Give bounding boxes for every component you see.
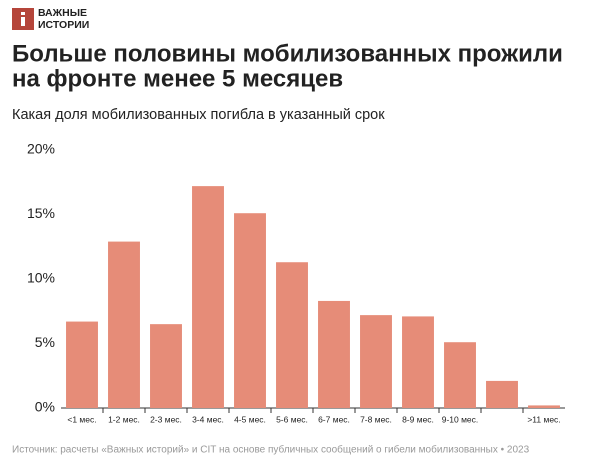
bar	[108, 241, 140, 408]
y-tick-label: 20%	[27, 141, 55, 157]
bar	[66, 321, 98, 408]
x-tick-label: >11 мес.	[527, 414, 560, 424]
brand-line: ВАЖНЫЕ	[38, 7, 87, 19]
source: Источник: расчеты «Важных историй» и CIT…	[12, 444, 530, 456]
x-tick-label: 5-6 мес.	[276, 414, 308, 424]
x-tick-label: 1-2 мес.	[108, 414, 140, 424]
x-tick-label: 8-9 мес.	[402, 414, 434, 424]
bar	[318, 300, 350, 408]
chart-subtitle: Какая доля мобилизованных погибла в указ…	[12, 107, 385, 123]
bar	[360, 315, 392, 408]
logo-icon-dot	[21, 12, 25, 15]
bar	[150, 324, 182, 408]
y-tick-label: 10%	[27, 270, 55, 286]
x-tick-label: 7-8 мес.	[360, 414, 392, 424]
x-tick-label: 6-7 мес.	[318, 414, 350, 424]
logo-icon-stem	[21, 17, 25, 26]
x-tick-label: 9-10 мес.	[442, 414, 479, 424]
chart-title: Больше половины мобилизованных прожили	[12, 40, 563, 67]
brand-line: ИСТОРИИ	[38, 19, 89, 31]
x-tick-label: 2-3 мес.	[150, 414, 182, 424]
bar	[528, 405, 560, 408]
bar	[486, 380, 518, 408]
bar	[192, 186, 224, 408]
y-tick-label: 5%	[35, 334, 55, 350]
x-tick-label: 4-5 мес.	[234, 414, 266, 424]
x-tick-label: <1 мес.	[67, 414, 96, 424]
chart-title: на фронте менее 5 месяцев	[12, 65, 343, 92]
bar	[402, 316, 434, 408]
bar	[234, 213, 266, 408]
y-tick-label: 0%	[35, 399, 55, 415]
bar	[444, 342, 476, 408]
y-tick-label: 15%	[27, 205, 55, 221]
x-tick-label: 3-4 мес.	[192, 414, 224, 424]
bar	[276, 262, 308, 408]
